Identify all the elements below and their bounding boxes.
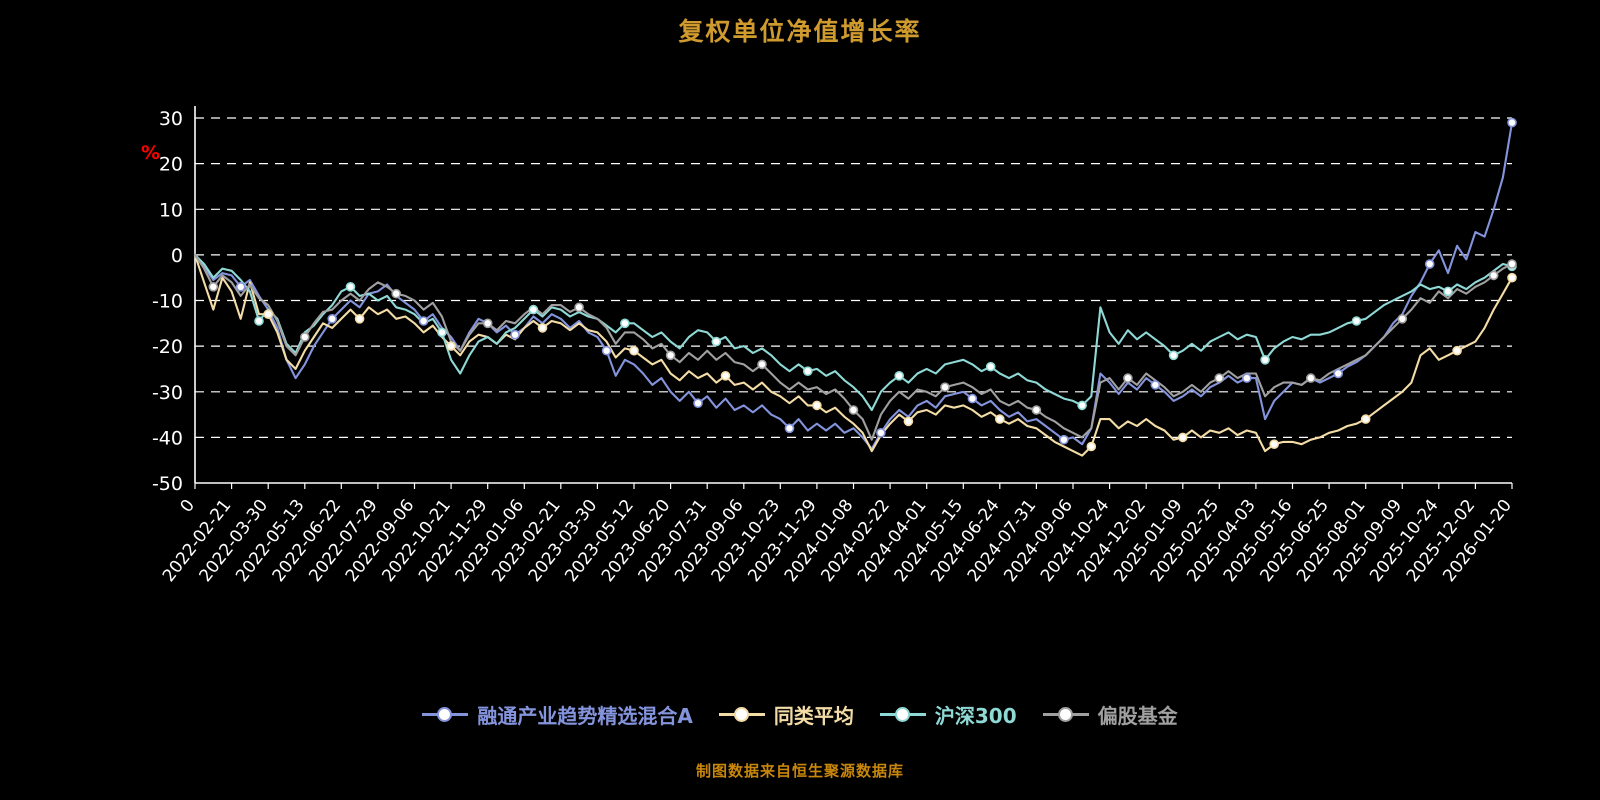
series-marker <box>1443 286 1453 297</box>
legend-marker-icon <box>1042 706 1089 723</box>
series-marker <box>1351 316 1362 326</box>
series-marker <box>446 341 456 351</box>
series-marker <box>812 400 822 411</box>
series-marker <box>848 405 859 415</box>
y-tick-label: 10 <box>159 199 183 221</box>
series-marker <box>254 316 264 326</box>
series-marker <box>876 427 886 438</box>
series-marker <box>1269 439 1279 450</box>
legend-label: 偏股基金 <box>1097 704 1178 728</box>
series-marker <box>1488 270 1499 281</box>
series-marker <box>601 345 612 356</box>
series-marker <box>537 323 548 333</box>
series-marker <box>894 370 905 381</box>
y-axis-unit-label: % <box>141 142 161 164</box>
series-marker <box>208 281 219 292</box>
y-tick-label: -50 <box>152 473 183 495</box>
series-marker <box>1333 368 1343 379</box>
series-marker <box>1242 373 1252 383</box>
series-marker <box>1123 373 1133 383</box>
legend-item-2[interactable]: 沪深300 <box>879 700 1017 729</box>
series-marker <box>903 416 914 427</box>
series-line-1 <box>193 253 1514 457</box>
series-marker <box>1077 400 1087 411</box>
series-marker <box>1031 405 1042 415</box>
series-marker <box>235 281 246 292</box>
legend-marker-icon <box>879 706 926 723</box>
series-marker <box>629 345 639 356</box>
series-marker <box>1306 373 1316 383</box>
series-marker <box>1360 414 1371 424</box>
series-line-2 <box>193 253 1514 412</box>
y-tick-label: -20 <box>152 336 183 358</box>
series-marker <box>1168 350 1179 361</box>
y-tick-label: 20 <box>159 154 183 176</box>
series-marker <box>1086 441 1097 452</box>
series-marker <box>528 304 539 315</box>
series-marker <box>345 281 356 292</box>
y-tick-label: -30 <box>152 382 183 404</box>
series-marker <box>1178 432 1188 443</box>
series-marker <box>482 318 493 329</box>
series-marker <box>802 366 813 377</box>
series-marker <box>1397 313 1408 324</box>
series-marker <box>1059 434 1069 445</box>
series-marker <box>665 350 676 361</box>
series-marker <box>1214 373 1225 383</box>
series-marker <box>784 423 795 434</box>
series-marker <box>985 361 996 372</box>
y-tick-label: 30 <box>159 108 183 130</box>
series-marker <box>437 327 447 338</box>
legend-label: 沪深300 <box>934 704 1017 728</box>
series-marker <box>1452 345 1462 356</box>
series-marker <box>1260 354 1270 365</box>
legend-item-1[interactable]: 同类平均 <box>718 700 854 729</box>
series-marker <box>263 309 274 320</box>
series-marker <box>1150 380 1161 390</box>
series-marker <box>418 316 429 326</box>
x-tick-label: 0 <box>177 496 199 517</box>
chart-title: 复权单位净值增长率 <box>678 17 922 46</box>
legend-marker-icon <box>422 706 469 723</box>
legend-item-3[interactable]: 偏股基金 <box>1042 700 1178 729</box>
series-marker <box>1507 272 1517 283</box>
series-marker <box>574 302 584 313</box>
series-marker <box>391 288 402 299</box>
series-marker <box>1507 259 1517 269</box>
legend: 融通产业趋势精选混合A 同类平均 沪深300 偏股基金 <box>0 700 1600 729</box>
y-tick-label: -10 <box>152 291 183 313</box>
series-marker <box>620 318 630 329</box>
series-marker <box>1424 259 1435 269</box>
series-marker <box>693 398 703 409</box>
series-marker <box>711 336 722 347</box>
series-marker <box>299 332 310 342</box>
y-tick-label: 0 <box>171 245 183 267</box>
series-marker <box>1507 117 1517 128</box>
series-marker <box>994 414 1005 424</box>
series-marker <box>757 359 767 370</box>
series-marker <box>967 393 978 404</box>
legend-marker-icon <box>718 706 765 723</box>
legend-item-0[interactable]: 融通产业趋势精选混合A <box>422 700 693 729</box>
series-marker <box>510 329 520 340</box>
series-marker <box>720 370 731 381</box>
series-marker <box>327 313 338 324</box>
series-marker <box>354 313 365 324</box>
series-marker <box>940 382 950 393</box>
data-source-caption: 制图数据来自恒生聚源数据库 <box>695 762 904 780</box>
y-tick-label: -40 <box>152 427 183 449</box>
legend-label: 同类平均 <box>773 704 854 728</box>
series-line-0 <box>193 121 1514 450</box>
legend-label: 融通产业趋势精选混合A <box>477 704 693 728</box>
